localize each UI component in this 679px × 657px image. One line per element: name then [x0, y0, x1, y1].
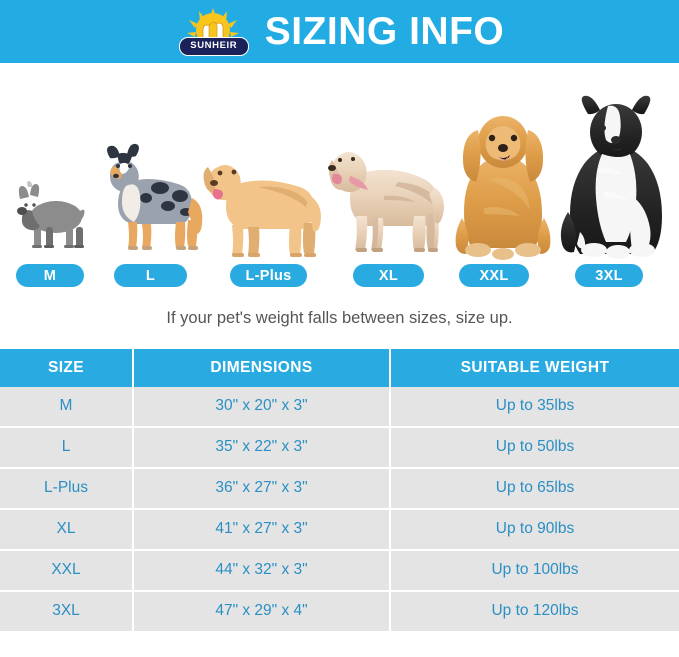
sunheir-logo: SUNHEIR	[175, 6, 251, 58]
border-collie-icon	[560, 95, 662, 259]
sizing-table: SIZE DIMENSIONS SUITABLE WEIGHT M 30" x …	[0, 348, 679, 631]
size-badge-xxl[interactable]: XXL	[459, 264, 529, 287]
cell-dimensions: 47" x 29" x 4"	[133, 590, 391, 631]
french-bulldog-icon	[17, 181, 85, 248]
dog-illustration-row	[0, 63, 679, 260]
dog-image-l	[96, 140, 208, 260]
sunheir-wordmark: SUNHEIR	[178, 36, 249, 56]
table-header-row: SIZE DIMENSIONS SUITABLE WEIGHT	[0, 348, 679, 387]
cell-dimensions: 35" x 22" x 3"	[133, 426, 391, 469]
table-row: L 35" x 22" x 3" Up to 50lbs	[0, 426, 679, 469]
cell-size: L-Plus	[0, 467, 134, 510]
australian-shepherd-icon	[107, 143, 203, 250]
cell-weight: Up to 100lbs	[390, 549, 679, 592]
yellow-labrador-icon	[328, 152, 444, 252]
dog-image-3xl	[558, 92, 674, 260]
cell-size: L	[0, 426, 134, 469]
cell-size: XXL	[0, 549, 134, 592]
size-badge-l[interactable]: L	[114, 264, 187, 287]
cell-weight: Up to 65lbs	[390, 467, 679, 510]
size-badge-l-plus[interactable]: L-Plus	[230, 264, 307, 287]
dog-image-xxl	[444, 108, 562, 260]
golden-labrador-icon	[203, 165, 321, 257]
column-header-size: SIZE	[0, 348, 134, 387]
cell-dimensions: 44" x 32" x 3"	[133, 549, 391, 592]
cell-dimensions: 30" x 20" x 3"	[133, 386, 391, 428]
cell-weight: Up to 90lbs	[390, 508, 679, 551]
column-header-dimensions: DIMENSIONS	[133, 348, 391, 387]
logo-text: SUNHEIR	[190, 40, 238, 52]
golden-retriever-icon	[455, 116, 551, 260]
size-badge-m[interactable]: M	[16, 264, 84, 287]
page-title: SIZING INFO	[264, 10, 505, 53]
cell-size: M	[0, 386, 134, 428]
size-badge-row: M L L-Plus XL XXL 3XL	[0, 260, 679, 306]
size-badge-xl[interactable]: XL	[353, 264, 424, 287]
cell-dimensions: 41" x 27" x 3"	[133, 508, 391, 551]
size-badge-3xl[interactable]: 3XL	[575, 264, 643, 287]
page-header: SUNHEIR SIZING INFO	[0, 0, 679, 63]
dog-image-xl	[328, 138, 446, 260]
cell-weight: Up to 50lbs	[390, 426, 679, 469]
cell-size: XL	[0, 508, 134, 551]
table-row: XL 41" x 27" x 3" Up to 90lbs	[0, 508, 679, 551]
cell-dimensions: 36" x 27" x 3"	[133, 467, 391, 510]
sizing-note: If your pet's weight falls between sizes…	[0, 306, 679, 349]
cell-weight: Up to 35lbs	[390, 386, 679, 428]
table-row: XXL 44" x 32" x 3" Up to 100lbs	[0, 549, 679, 592]
table-row: 3XL 47" x 29" x 4" Up to 120lbs	[0, 590, 679, 631]
cell-size: 3XL	[0, 590, 134, 631]
dog-image-l-plus	[198, 145, 324, 260]
table-row: L-Plus 36" x 27" x 3" Up to 65lbs	[0, 467, 679, 510]
dog-image-m	[6, 175, 96, 260]
cell-weight: Up to 120lbs	[390, 590, 679, 631]
column-header-weight: SUITABLE WEIGHT	[390, 348, 679, 387]
table-row: M 30" x 20" x 3" Up to 35lbs	[0, 386, 679, 428]
